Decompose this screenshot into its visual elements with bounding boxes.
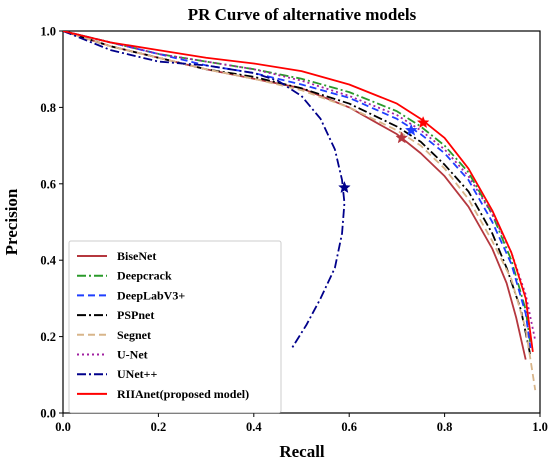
x-axis-label: Recall: [279, 442, 325, 461]
y-tick-label: 0.2: [40, 330, 56, 344]
y-tick-label: 1.0: [40, 25, 56, 39]
legend-label-unet: UNet++: [117, 367, 157, 381]
x-tick-label: 0.0: [55, 420, 71, 434]
y-tick-label: 0.0: [40, 407, 56, 421]
x-tick-label: 0.2: [151, 420, 167, 434]
series-line-unet: [63, 31, 346, 349]
series-marker-unet: [338, 180, 351, 194]
series-line-deepcrack: [63, 31, 532, 345]
x-tick-label: 0.6: [341, 420, 357, 434]
legend-label-u-net: U-Net: [117, 348, 148, 362]
series-line-segnet: [63, 31, 537, 391]
y-tick-label: 0.8: [40, 101, 56, 115]
legend-label-pspnet: PSPnet: [117, 308, 154, 322]
y-tick-label: 0.6: [40, 177, 56, 191]
x-tick-label: 0.8: [437, 420, 453, 434]
legend-label-deepcrack: Deepcrack: [117, 269, 172, 283]
series-line-deeplabv3: [63, 31, 532, 349]
chart-title: PR Curve of alternative models: [188, 5, 417, 24]
series-marker-deeplabv3: [404, 123, 418, 136]
plot-area: 0.0 0.2 0.4 0.6 0.8 1.0 0.0 0.2 0.4 0.6 0.8 1.0: [40, 25, 547, 435]
plot-frame: [62, 30, 541, 414]
legend-label-deeplabv3: DeepLabV3+: [117, 288, 185, 302]
x-tick-label: 1.0: [532, 420, 548, 434]
y-axis-label: Precision: [2, 188, 21, 255]
legend-label-segnet: Segnet: [117, 328, 151, 342]
legend-box: [68, 240, 282, 414]
y-tick-label: 0.4: [40, 254, 56, 268]
series-marker-bisenet: [395, 131, 409, 144]
legend: BiseNet Deepcrack DeepLabV3+ PSPnet Segnet U-…: [68, 240, 282, 414]
series-line-riianet-proposed-model: [63, 31, 534, 352]
series-line-u-net: [63, 31, 537, 341]
legend-label-bisenet: BiseNet: [117, 249, 156, 263]
series-marker-riianet-proposed-model: [416, 115, 430, 129]
legend-label-riianet-proposed-model: RIIAnet(proposed model): [117, 387, 249, 401]
x-tick-label: 0.4: [246, 420, 262, 434]
